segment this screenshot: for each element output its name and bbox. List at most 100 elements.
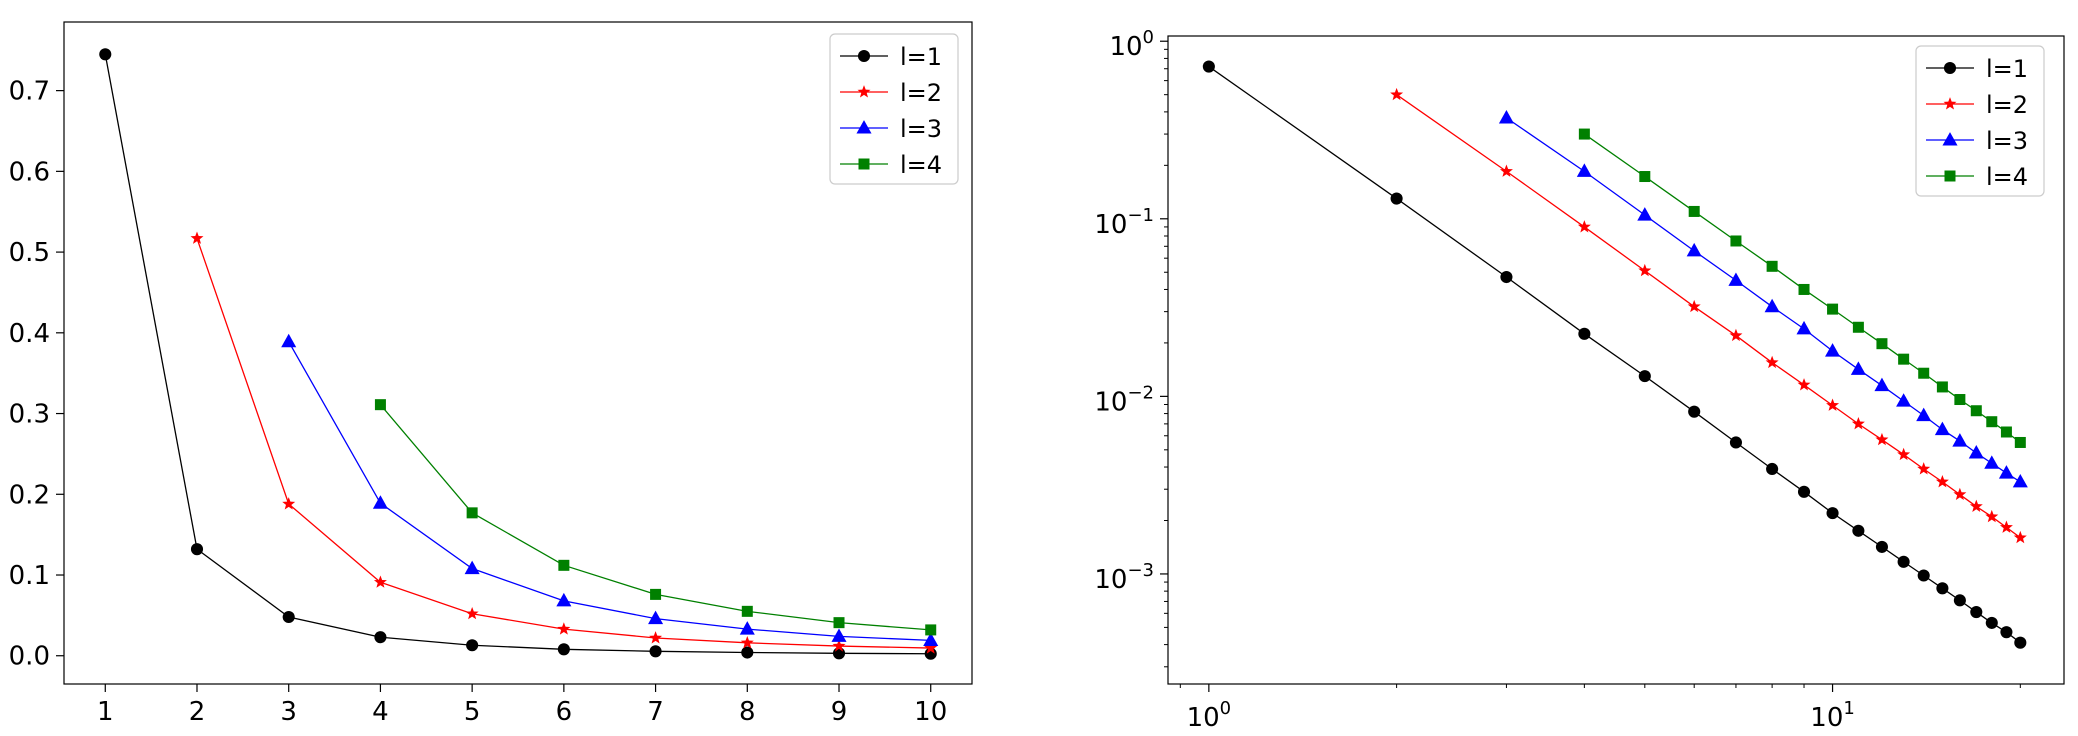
x-tick-label: 1 <box>97 697 114 727</box>
data-point <box>1970 606 1983 619</box>
data-point <box>741 646 754 659</box>
x-tick-label: 3 <box>280 697 297 727</box>
data-point <box>1897 555 1910 568</box>
data-point <box>1825 343 1841 357</box>
data-point <box>1968 445 1984 459</box>
data-point <box>1728 272 1744 286</box>
x-tick-label: 6 <box>556 697 573 727</box>
legend-label: l=2 <box>1986 91 2028 119</box>
y-tick-label: 10−3 <box>1094 560 1154 595</box>
legend-entry: l=1 <box>1926 55 2028 83</box>
data-point <box>1687 299 1701 313</box>
data-point <box>648 610 664 625</box>
chart-panel-1: 1 2 3 4 5 6 7 8 9 100.00.10.20.30.40.50.60.7l=1l=… <box>9 21 973 727</box>
y-tick-label: 0.7 <box>9 77 50 107</box>
legend-marker <box>1944 170 1956 182</box>
legend-frame <box>829 33 959 185</box>
data-point <box>99 48 112 61</box>
data-point <box>1826 398 1840 411</box>
data-point <box>373 575 387 588</box>
data-point <box>924 641 938 654</box>
data-point <box>1918 367 1930 379</box>
data-point <box>1875 432 1889 446</box>
series-l=1 <box>99 48 937 660</box>
y-tick-label: 0.2 <box>9 480 50 510</box>
legend-entry: l=2 <box>840 79 942 107</box>
x-tick-label: 101 <box>1810 698 1855 733</box>
x-tick-label: 10 <box>914 697 947 727</box>
legend-entry: l=2 <box>1926 91 2028 119</box>
series-line <box>104 54 931 655</box>
data-point <box>1766 462 1779 476</box>
data-point <box>1970 405 1982 417</box>
data-point <box>1985 509 1999 523</box>
y-tick-label: 0.5 <box>9 238 50 268</box>
data-point <box>1984 455 2000 469</box>
data-point <box>2000 426 2012 438</box>
legend-marker <box>857 85 871 98</box>
data-point <box>1969 499 1983 512</box>
legend-label: l=1 <box>900 43 942 71</box>
data-point <box>1729 436 1742 449</box>
data-point <box>466 639 479 652</box>
legend-marker <box>856 120 872 134</box>
data-point <box>1827 303 1839 315</box>
data-point <box>1917 462 1931 475</box>
data-point <box>1688 405 1701 418</box>
data-point <box>1936 381 1948 393</box>
data-point <box>1766 260 1778 272</box>
data-point <box>1797 485 1811 498</box>
data-point <box>1686 242 1702 257</box>
data-point <box>1852 524 1865 537</box>
legend-marker <box>1942 132 1958 146</box>
legend-entry: l=3 <box>1926 127 2028 155</box>
data-point <box>1798 283 1810 295</box>
legend: l=1 l=2 l=3 l=4 <box>1915 45 2045 197</box>
data-point <box>1897 447 1911 461</box>
data-point <box>1936 582 1949 595</box>
legend-entry: l=1 <box>840 43 942 71</box>
data-point <box>1730 235 1742 247</box>
data-point <box>558 559 570 571</box>
data-point <box>557 643 570 656</box>
legend-label: l=1 <box>1986 55 2028 83</box>
data-point <box>649 631 663 644</box>
y-tick-label: 0.0 <box>9 642 50 672</box>
data-point <box>374 399 386 411</box>
y-tick-label: 0.3 <box>9 400 50 430</box>
data-point <box>190 231 204 244</box>
legend-marker <box>1943 97 1957 110</box>
data-point <box>1999 520 2013 533</box>
data-point <box>1874 377 1890 392</box>
data-point <box>464 560 480 575</box>
data-point <box>1390 192 1403 205</box>
data-point <box>1729 328 1743 342</box>
data-point <box>1638 263 1652 277</box>
data-point <box>2013 530 2027 544</box>
data-point <box>465 606 479 620</box>
legend-marker <box>1943 61 1957 75</box>
series-l=2 <box>1390 87 2027 544</box>
data-point <box>923 632 939 646</box>
series-line <box>196 238 931 649</box>
data-point <box>1954 394 1966 406</box>
data-point <box>833 617 845 629</box>
data-point <box>1852 321 1864 333</box>
data-point <box>1578 327 1591 340</box>
data-point <box>1917 569 1930 582</box>
data-point <box>2012 473 2028 488</box>
data-point <box>1576 163 1592 177</box>
data-point <box>557 622 571 635</box>
data-point <box>1578 128 1590 140</box>
data-point <box>1637 207 1653 221</box>
series-l=2 <box>190 231 938 654</box>
y-tick-label: 0.6 <box>9 157 50 187</box>
y-tick-label: 100 <box>1109 27 1154 62</box>
axes-frame <box>63 21 973 685</box>
data-point <box>1851 417 1865 430</box>
x-tick-label: 5 <box>464 697 481 727</box>
y-tick-label: 0.1 <box>9 561 50 591</box>
x-tick-label: 9 <box>831 697 848 727</box>
data-point <box>740 636 754 649</box>
